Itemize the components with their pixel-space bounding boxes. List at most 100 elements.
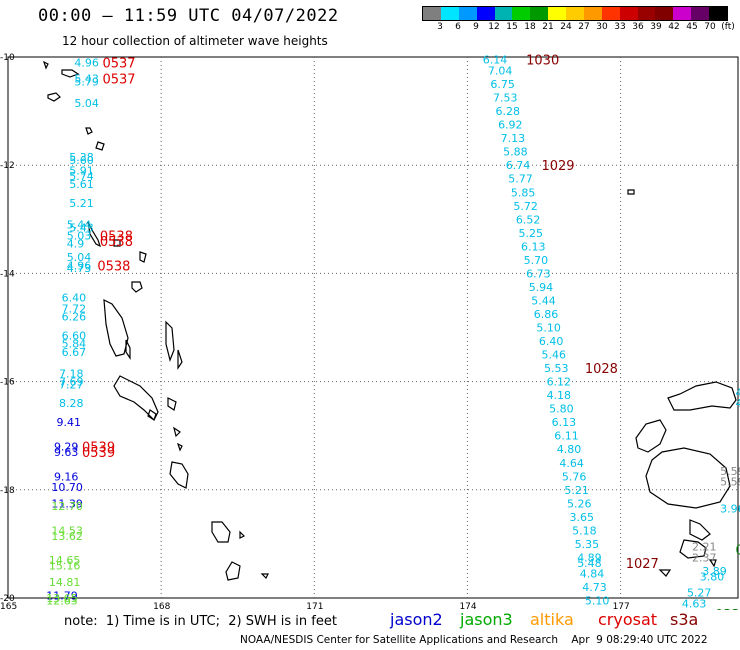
wave-height-points: 4.965.435.795.045.385.605.915.745.615.21… [46, 54, 740, 610]
wave-height-value: 7.72 [62, 303, 86, 316]
color-scale-label: 3 [437, 22, 443, 32]
lat-tick-label: -12 [0, 161, 15, 171]
wave-height-value: 9.16 [54, 470, 79, 483]
lon-tick-label: 177 [613, 602, 630, 610]
wave-height-value: 4.91 [587, 608, 612, 610]
wave-height-value: 7.13 [501, 132, 526, 145]
wave-height-value: 5.10 [536, 322, 561, 335]
coastline [42, 60, 737, 581]
wave-height-value: 4.80 [557, 443, 582, 456]
wave-height-value: 5.48 [577, 557, 602, 570]
wave-height-value: 6.13 [521, 240, 546, 253]
wave-height-value: 5.88 [503, 146, 527, 159]
color-scale-label: 9 [473, 22, 479, 32]
wave-height-value: 5.26 [567, 497, 592, 510]
map-border [7, 56, 739, 599]
color-scale-swatch [548, 7, 566, 20]
satellite-jason2: jason2 [390, 610, 443, 629]
wave-height-value: 5.72 [513, 200, 538, 213]
color-scale-label: 24 [560, 22, 572, 32]
color-scale-label: 18 [524, 22, 536, 32]
satellite-s3a: s3a [670, 610, 699, 629]
wave-height-value: 5.44 [531, 294, 556, 307]
lat-tick-label: -10 [0, 53, 15, 63]
footer-note: note: 1) Time is in UTC; 2) SWH is in fe… [64, 614, 337, 629]
wave-height-value: 7.18 [59, 367, 84, 380]
pass-time-label: 034 [735, 543, 740, 558]
color-scale-label: 42 [668, 22, 680, 32]
color-scale-swatch [512, 7, 531, 20]
pass-time-labels: 0537053705380538053805390539103010291028… [82, 54, 740, 610]
wave-height-value: 6.12 [547, 376, 572, 389]
wave-height-value: 4.18 [547, 389, 572, 402]
lat-tick-label: -16 [0, 378, 15, 388]
pass-time-label: 0537 [102, 73, 135, 88]
wave-height-value: 5.53 [544, 362, 569, 375]
wave-height-value: 11.39 [51, 497, 83, 510]
pass-time-label: 1030 [526, 54, 559, 69]
color-scale-label: 15 [506, 22, 518, 32]
wave-height-value: 5.85 [511, 186, 536, 199]
lat-tick-label: -18 [0, 486, 15, 496]
pass-time-label: 1028 [585, 362, 618, 377]
wave-height-value: 5.18 [572, 524, 597, 537]
wave-height-value: 6.75 [490, 78, 515, 91]
wave-height-value: 4.96 [74, 56, 99, 69]
color-scale-swatch [530, 7, 549, 20]
lat-tick-label: -14 [0, 269, 15, 279]
island-coast [42, 60, 147, 293]
wave-height-value: 4.9 [67, 238, 85, 251]
wave-height-value: 6.13 [552, 416, 577, 429]
color-scale-swatch [583, 7, 602, 20]
wave-height-value: 6.40 [62, 292, 86, 305]
color-scale-label: 6 [455, 22, 461, 32]
wave-height-value: 6.26 [62, 311, 86, 324]
wave-height-value: 5.25 [518, 227, 543, 240]
color-scale-swatch [566, 7, 584, 20]
wave-height-value: 6.28 [496, 105, 520, 118]
wave-height-value: 5.21 [564, 484, 589, 497]
color-scale-label: 36 [632, 22, 644, 32]
page-title: 00:00 – 11:59 UTC 04/07/2022 [38, 6, 339, 26]
color-scale-swatch [619, 7, 638, 20]
pass-time-label: 0538 [97, 259, 130, 274]
wave-height-value: 5.76 [562, 470, 587, 483]
lat-tick-label: -20 [0, 594, 15, 604]
color-scale-swatch [423, 7, 441, 20]
island-coast [627, 189, 737, 577]
wave-height-value: 5.91 [69, 165, 94, 178]
color-scale-swatch [458, 7, 477, 20]
wave-height-value: 9.63 [54, 446, 79, 459]
wave-height-value: 7.53 [493, 92, 518, 105]
wave-height-value: 2.21 [692, 541, 717, 554]
wave-height-value: 4.64 [559, 457, 584, 470]
wave-height-value: 5.21 [69, 197, 94, 210]
wave-height-value: 6.60 [62, 330, 86, 343]
wave-height-value: 5.79 [74, 75, 99, 88]
wave-height-value: 6.86 [534, 308, 559, 321]
wave-height-value: 5.70 [524, 254, 549, 267]
wave-height-value: 5.59 [720, 476, 740, 489]
pass-time-label: 0539 [82, 446, 115, 461]
wave-height-value: 3.80 [700, 570, 725, 583]
island-coast [103, 298, 269, 581]
color-scale-label: (ft) [721, 22, 735, 32]
wave-height-value: 7.69 [59, 376, 84, 389]
wave-height-value: 5.60 [69, 154, 94, 167]
color-scale-label: 30 [596, 22, 608, 32]
color-scale-swatch [691, 7, 709, 20]
wave-height-value: 5.43 [74, 73, 99, 86]
pass-time-label: 0339 [715, 608, 740, 610]
wave-height-value: 3.65 [570, 511, 595, 524]
wave-height-value: 12.70 [51, 500, 83, 513]
color-scale-swatch [601, 7, 620, 20]
color-scale-label: 12 [488, 22, 500, 32]
wave-height-value: 7.04 [488, 65, 512, 78]
pass-time-label: 0538 [100, 230, 133, 245]
color-scale-label: 27 [578, 22, 590, 32]
wave-height-value: 5.74 [69, 170, 94, 183]
wave-height-value: 5.80 [549, 403, 574, 416]
wave-height-value: 13.65 [46, 592, 78, 605]
footer: note: 1) Time is in UTC; 2) SWH is in fe… [0, 608, 740, 650]
wave-height-value: 6.92 [498, 119, 523, 132]
